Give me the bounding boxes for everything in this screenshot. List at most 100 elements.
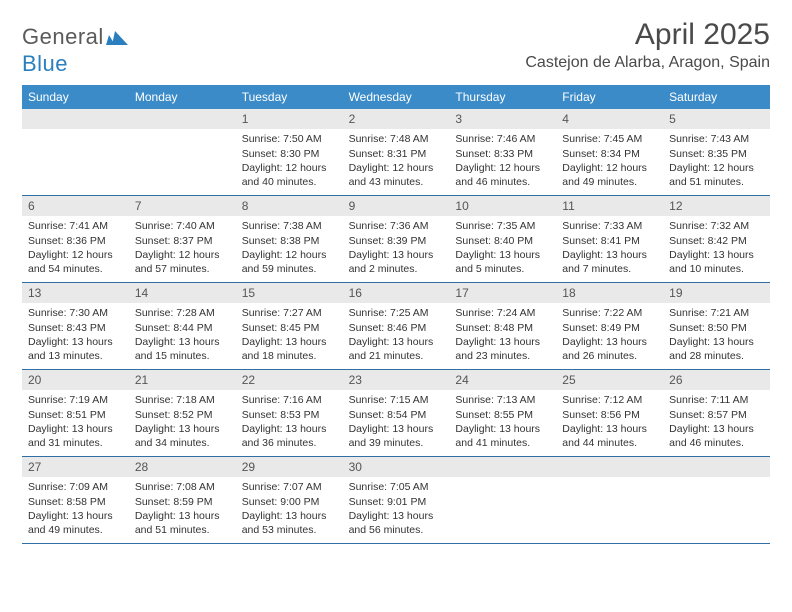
- sunset-text: Sunset: 9:01 PM: [349, 495, 444, 509]
- sunset-text: Sunset: 8:38 PM: [242, 234, 337, 248]
- day-cell: [22, 109, 129, 195]
- sunrise-text: Sunrise: 7:30 AM: [28, 306, 123, 320]
- sunset-text: Sunset: 8:54 PM: [349, 408, 444, 422]
- daylight-text: Daylight: 13 hours and 56 minutes.: [349, 509, 444, 537]
- day-body: Sunrise: 7:08 AMSunset: 8:59 PMDaylight:…: [129, 477, 236, 543]
- sunset-text: Sunset: 8:52 PM: [135, 408, 230, 422]
- day-body: Sunrise: 7:24 AMSunset: 8:48 PMDaylight:…: [449, 303, 556, 369]
- day-cell: 15Sunrise: 7:27 AMSunset: 8:45 PMDayligh…: [236, 283, 343, 369]
- day-body: [129, 129, 236, 189]
- sunrise-text: Sunrise: 7:05 AM: [349, 480, 444, 494]
- calendar-week: 13Sunrise: 7:30 AMSunset: 8:43 PMDayligh…: [22, 283, 770, 370]
- day-number: 14: [129, 283, 236, 303]
- day-number: 10: [449, 196, 556, 216]
- weekday-friday: Friday: [556, 85, 663, 109]
- day-number: 17: [449, 283, 556, 303]
- sunrise-text: Sunrise: 7:18 AM: [135, 393, 230, 407]
- sunrise-text: Sunrise: 7:46 AM: [455, 132, 550, 146]
- day-number: 20: [22, 370, 129, 390]
- day-number: 4: [556, 109, 663, 129]
- day-body: Sunrise: 7:32 AMSunset: 8:42 PMDaylight:…: [663, 216, 770, 282]
- sunrise-text: Sunrise: 7:16 AM: [242, 393, 337, 407]
- day-body: Sunrise: 7:22 AMSunset: 8:49 PMDaylight:…: [556, 303, 663, 369]
- daylight-text: Daylight: 12 hours and 54 minutes.: [28, 248, 123, 276]
- daylight-text: Daylight: 13 hours and 23 minutes.: [455, 335, 550, 363]
- day-body: Sunrise: 7:25 AMSunset: 8:46 PMDaylight:…: [343, 303, 450, 369]
- day-body: [449, 477, 556, 537]
- day-number: 26: [663, 370, 770, 390]
- day-body: Sunrise: 7:41 AMSunset: 8:36 PMDaylight:…: [22, 216, 129, 282]
- day-cell: 28Sunrise: 7:08 AMSunset: 8:59 PMDayligh…: [129, 457, 236, 543]
- daylight-text: Daylight: 13 hours and 5 minutes.: [455, 248, 550, 276]
- day-cell: 24Sunrise: 7:13 AMSunset: 8:55 PMDayligh…: [449, 370, 556, 456]
- day-number: 12: [663, 196, 770, 216]
- sunset-text: Sunset: 8:40 PM: [455, 234, 550, 248]
- day-body: Sunrise: 7:33 AMSunset: 8:41 PMDaylight:…: [556, 216, 663, 282]
- sunset-text: Sunset: 8:55 PM: [455, 408, 550, 422]
- sunrise-text: Sunrise: 7:09 AM: [28, 480, 123, 494]
- brand-mark-icon: [106, 25, 128, 51]
- day-cell: 9Sunrise: 7:36 AMSunset: 8:39 PMDaylight…: [343, 196, 450, 282]
- day-body: Sunrise: 7:19 AMSunset: 8:51 PMDaylight:…: [22, 390, 129, 456]
- daylight-text: Daylight: 13 hours and 21 minutes.: [349, 335, 444, 363]
- weekday-tuesday: Tuesday: [236, 85, 343, 109]
- daylight-text: Daylight: 12 hours and 59 minutes.: [242, 248, 337, 276]
- day-body: Sunrise: 7:45 AMSunset: 8:34 PMDaylight:…: [556, 129, 663, 195]
- sunrise-text: Sunrise: 7:07 AM: [242, 480, 337, 494]
- daylight-text: Daylight: 13 hours and 7 minutes.: [562, 248, 657, 276]
- day-number: [556, 457, 663, 477]
- weekday-sunday: Sunday: [22, 85, 129, 109]
- sunset-text: Sunset: 9:00 PM: [242, 495, 337, 509]
- day-number: 5: [663, 109, 770, 129]
- daylight-text: Daylight: 13 hours and 36 minutes.: [242, 422, 337, 450]
- day-number: 28: [129, 457, 236, 477]
- day-cell: 6Sunrise: 7:41 AMSunset: 8:36 PMDaylight…: [22, 196, 129, 282]
- sunrise-text: Sunrise: 7:12 AM: [562, 393, 657, 407]
- header: GeneralBlue April 2025 Castejon de Alarb…: [22, 18, 770, 77]
- day-body: [556, 477, 663, 537]
- calendar-weeks: 1Sunrise: 7:50 AMSunset: 8:30 PMDaylight…: [22, 109, 770, 544]
- day-number: 2: [343, 109, 450, 129]
- day-body: Sunrise: 7:11 AMSunset: 8:57 PMDaylight:…: [663, 390, 770, 456]
- sunset-text: Sunset: 8:50 PM: [669, 321, 764, 335]
- sunrise-text: Sunrise: 7:19 AM: [28, 393, 123, 407]
- calendar-week: 27Sunrise: 7:09 AMSunset: 8:58 PMDayligh…: [22, 457, 770, 544]
- sunrise-text: Sunrise: 7:15 AM: [349, 393, 444, 407]
- daylight-text: Daylight: 13 hours and 49 minutes.: [28, 509, 123, 537]
- day-cell: 16Sunrise: 7:25 AMSunset: 8:46 PMDayligh…: [343, 283, 450, 369]
- day-number: 16: [343, 283, 450, 303]
- day-cell: 10Sunrise: 7:35 AMSunset: 8:40 PMDayligh…: [449, 196, 556, 282]
- sunrise-text: Sunrise: 7:48 AM: [349, 132, 444, 146]
- day-cell: 14Sunrise: 7:28 AMSunset: 8:44 PMDayligh…: [129, 283, 236, 369]
- sunset-text: Sunset: 8:42 PM: [669, 234, 764, 248]
- sunrise-text: Sunrise: 7:45 AM: [562, 132, 657, 146]
- daylight-text: Daylight: 13 hours and 51 minutes.: [135, 509, 230, 537]
- sunrise-text: Sunrise: 7:50 AM: [242, 132, 337, 146]
- day-number: [449, 457, 556, 477]
- month-title: April 2025: [525, 18, 770, 52]
- day-body: Sunrise: 7:35 AMSunset: 8:40 PMDaylight:…: [449, 216, 556, 282]
- daylight-text: Daylight: 12 hours and 49 minutes.: [562, 161, 657, 189]
- daylight-text: Daylight: 13 hours and 10 minutes.: [669, 248, 764, 276]
- daylight-text: Daylight: 13 hours and 34 minutes.: [135, 422, 230, 450]
- sunrise-text: Sunrise: 7:38 AM: [242, 219, 337, 233]
- weekday-wednesday: Wednesday: [343, 85, 450, 109]
- sunrise-text: Sunrise: 7:33 AM: [562, 219, 657, 233]
- day-number: 18: [556, 283, 663, 303]
- daylight-text: Daylight: 13 hours and 31 minutes.: [28, 422, 123, 450]
- day-cell: 21Sunrise: 7:18 AMSunset: 8:52 PMDayligh…: [129, 370, 236, 456]
- day-number: 1: [236, 109, 343, 129]
- daylight-text: Daylight: 13 hours and 28 minutes.: [669, 335, 764, 363]
- sunrise-text: Sunrise: 7:35 AM: [455, 219, 550, 233]
- sunset-text: Sunset: 8:59 PM: [135, 495, 230, 509]
- day-number: 15: [236, 283, 343, 303]
- weekday-monday: Monday: [129, 85, 236, 109]
- day-body: [22, 129, 129, 189]
- day-number: 29: [236, 457, 343, 477]
- day-cell: 4Sunrise: 7:45 AMSunset: 8:34 PMDaylight…: [556, 109, 663, 195]
- daylight-text: Daylight: 12 hours and 43 minutes.: [349, 161, 444, 189]
- weekday-header: Sunday Monday Tuesday Wednesday Thursday…: [22, 85, 770, 109]
- daylight-text: Daylight: 13 hours and 2 minutes.: [349, 248, 444, 276]
- sunrise-text: Sunrise: 7:40 AM: [135, 219, 230, 233]
- sunrise-text: Sunrise: 7:22 AM: [562, 306, 657, 320]
